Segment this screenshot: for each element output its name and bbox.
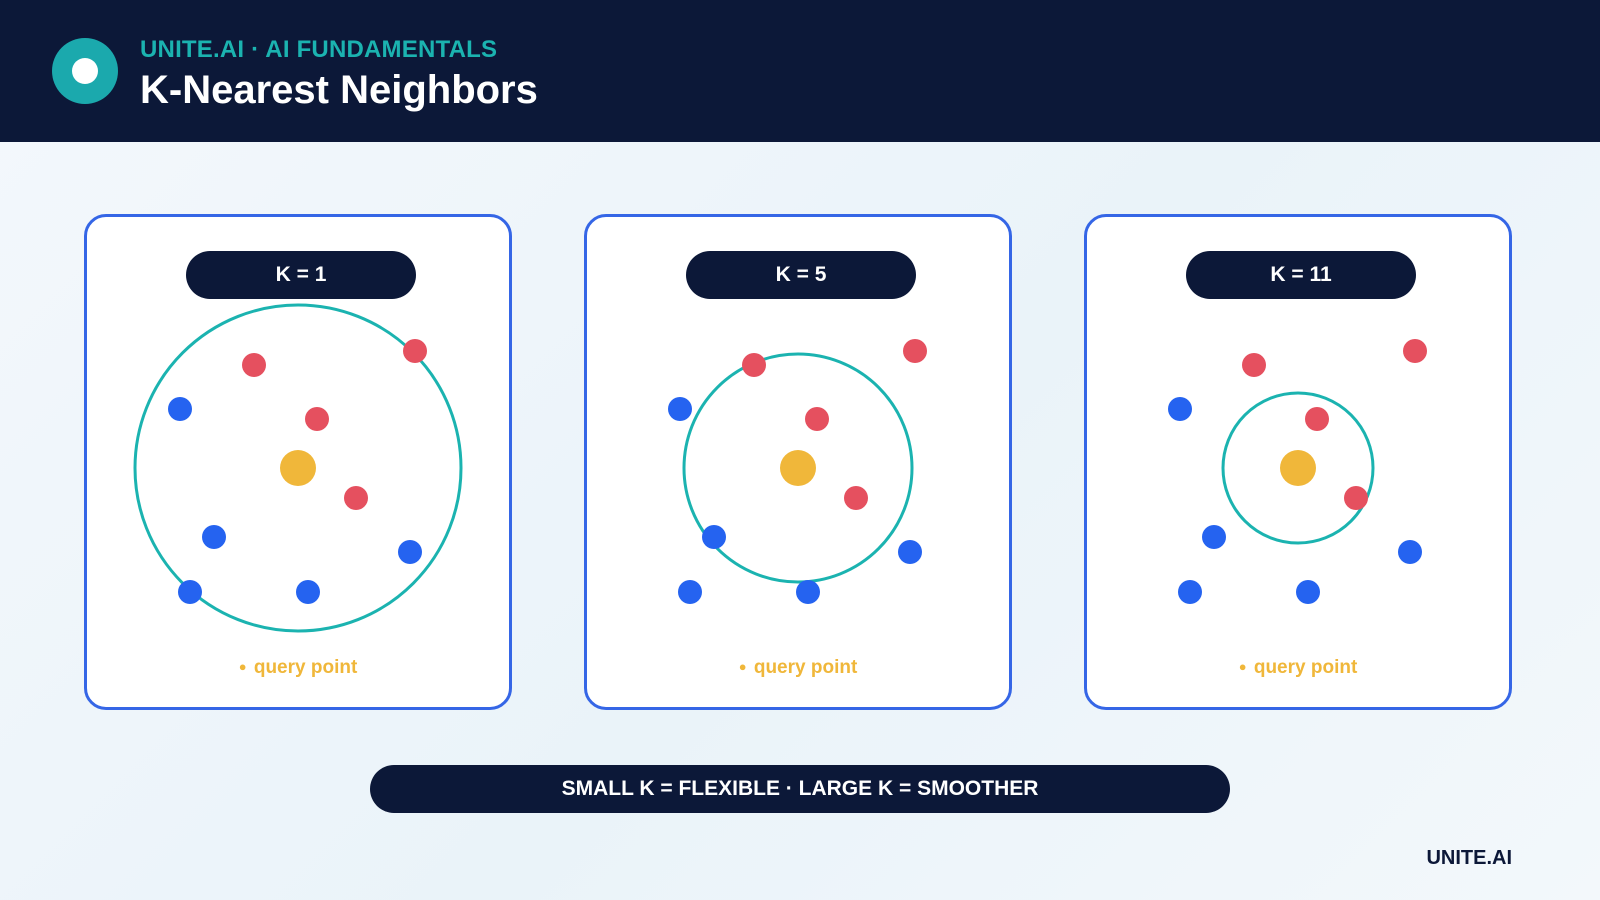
query-point-label: query point [753, 657, 858, 678]
blue-point [702, 525, 726, 549]
page-title: K-Nearest Neighbors [140, 68, 538, 112]
brand-wordmark: UNITE.AI [1426, 847, 1512, 869]
k-label: K = 11 [1186, 251, 1416, 299]
neighbor-radius-ring [133, 303, 463, 633]
scatter-plot-k11 [1168, 339, 1427, 604]
blue-point [202, 525, 226, 549]
k-label: K = 5 [686, 251, 916, 299]
red-point [844, 486, 868, 510]
blue-point [796, 580, 820, 604]
blue-point [1202, 525, 1226, 549]
blue-point [668, 397, 692, 421]
panel-k11: K = 11 ● query point [1084, 214, 1512, 710]
red-point [1344, 486, 1368, 510]
scatter-plot-k5 [668, 339, 927, 604]
query-point [1280, 450, 1316, 486]
red-point [344, 486, 368, 510]
blue-point [1296, 580, 1320, 604]
query-point-label: query point [1253, 657, 1358, 678]
blue-point [168, 397, 192, 421]
red-point [305, 407, 329, 431]
red-point [805, 407, 829, 431]
scatter-plot-k1 [133, 303, 463, 633]
blue-point [678, 580, 702, 604]
k-label: K = 1 [186, 251, 416, 299]
query-point-caption: ● query point [1087, 657, 1509, 679]
query-bullet-icon: ● [238, 659, 247, 674]
query-point-caption: ● query point [587, 657, 1009, 679]
series-eyebrow: UNITE.AI · AI FUNDAMENTALS [140, 36, 498, 63]
header-bar: UNITE.AI · AI FUNDAMENTALS K-Nearest Nei… [0, 0, 1600, 142]
blue-point [296, 580, 320, 604]
blue-point [178, 580, 202, 604]
neighbor-radius-ring [1221, 391, 1375, 545]
query-point-label: query point [253, 657, 358, 678]
query-bullet-icon: ● [738, 659, 747, 674]
red-point [903, 339, 927, 363]
panel-k1: K = 1 ● query point [84, 214, 512, 710]
neighbor-radius-ring [682, 352, 914, 584]
red-point [1305, 407, 1329, 431]
blue-point [1168, 397, 1192, 421]
red-point [1403, 339, 1427, 363]
logo-icon [52, 38, 118, 104]
red-point [403, 339, 427, 363]
takeaway-banner: SMALL K = FLEXIBLE · LARGE K = SMOOTHER [370, 765, 1230, 813]
red-point [242, 353, 266, 377]
query-point [280, 450, 316, 486]
red-point [742, 353, 766, 377]
logo-dot [72, 58, 98, 84]
blue-point [398, 540, 422, 564]
blue-point [898, 540, 922, 564]
query-point [780, 450, 816, 486]
blue-point [1178, 580, 1202, 604]
panel-k5: K = 5 ● query point [584, 214, 1012, 710]
red-point [1242, 353, 1266, 377]
blue-point [1398, 540, 1422, 564]
query-bullet-icon: ● [1238, 659, 1247, 674]
query-point-caption: ● query point [87, 657, 509, 679]
